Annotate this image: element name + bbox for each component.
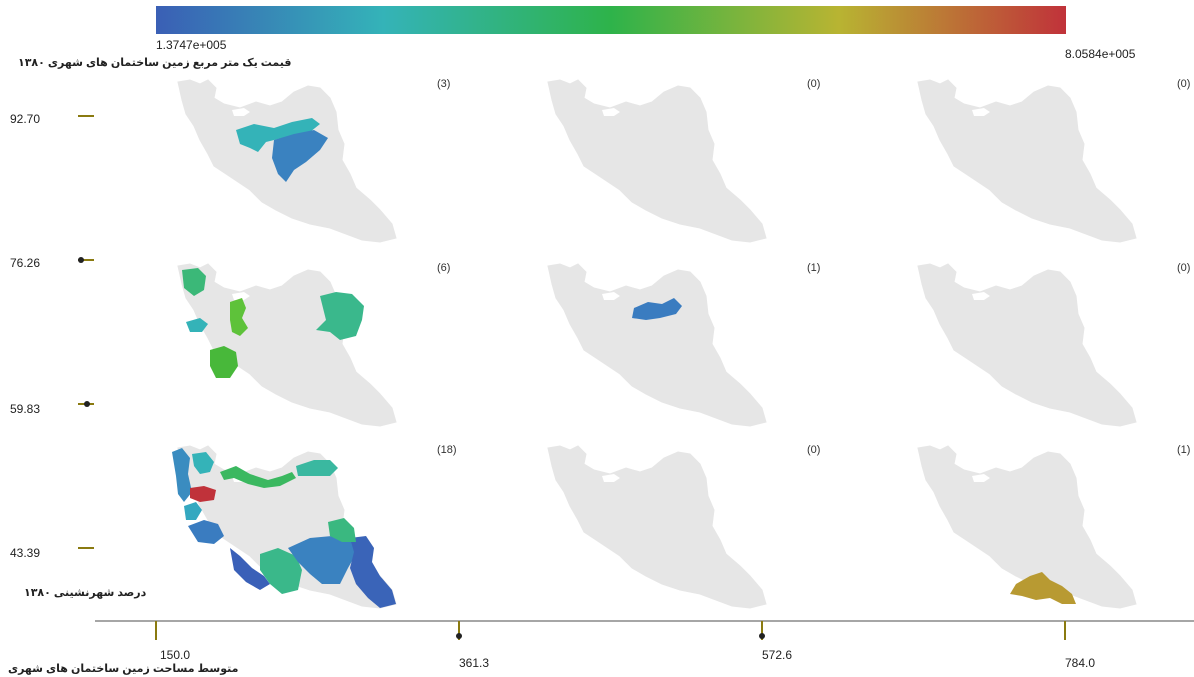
map-svg <box>547 445 767 609</box>
region-markazi-small <box>230 298 248 336</box>
region-east-azarbaijan <box>192 452 214 474</box>
map-panel-2-2 <box>910 444 1142 614</box>
map-panel-1-0 <box>170 262 402 432</box>
colorbar <box>156 6 1066 34</box>
iran-outline <box>917 445 1137 609</box>
region-west-azarbaijan <box>172 448 192 502</box>
region-golestan <box>296 460 338 476</box>
panel-count-2-1: (0) <box>807 444 821 456</box>
map-svg <box>547 79 767 243</box>
legend-title: قیمت یک متر مربع زمین ساختمان های شهری ۱… <box>18 57 292 69</box>
map-svg <box>917 263 1137 427</box>
iran-outline <box>917 79 1137 243</box>
map-svg <box>547 263 767 427</box>
y-tick-1 <box>78 257 94 263</box>
panel-count-2-2: (1) <box>1177 444 1191 456</box>
panel-count-2-0: (18) <box>437 444 457 456</box>
region-sistan <box>350 536 396 608</box>
panel-count-0-2: (0) <box>1177 78 1191 90</box>
map-panel-2-1 <box>540 444 772 614</box>
map-panel-0-1 <box>540 78 772 248</box>
region-semnan <box>632 298 682 320</box>
x-tick-1 <box>456 621 462 640</box>
iran-outline <box>177 263 397 427</box>
iran-outline <box>547 79 767 243</box>
lake-urmia <box>232 292 250 300</box>
region-kordestan <box>186 318 208 332</box>
map-panel-2-0 <box>170 444 402 614</box>
x-axis-title: متوسط مساحت زمین ساختمان های شهری <box>8 663 239 675</box>
region-lorestan <box>210 346 238 378</box>
x-tick-label-2: 572.6 <box>762 648 793 662</box>
x-ticks <box>155 621 1066 640</box>
panel-count-0-1: (0) <box>807 78 821 90</box>
lake-urmia <box>972 108 990 116</box>
y-tick-label-0: 92.70 <box>10 112 41 126</box>
lake-urmia <box>602 474 620 482</box>
panel-count-1-0: (6) <box>437 262 451 274</box>
region-kerman <box>288 536 356 584</box>
region-hamedan <box>184 502 202 520</box>
region-kermanshah <box>188 520 224 544</box>
iran-outline <box>547 445 767 609</box>
map-svg <box>177 263 397 427</box>
region-khorasan-razavi <box>316 292 364 340</box>
region-ardabil <box>182 268 206 296</box>
region-north-belt <box>236 118 320 152</box>
lake-urmia <box>232 108 250 116</box>
y-ticks <box>78 115 94 549</box>
lake-urmia <box>972 292 990 300</box>
map-svg <box>172 445 397 609</box>
panel-count-0-0: (3) <box>437 78 451 90</box>
colorbar-max-label: 8.0584e+005 <box>1065 47 1136 61</box>
lake-urmia <box>602 292 620 300</box>
y-tick-label-3: 43.39 <box>10 546 41 560</box>
colorbar-min-label: 1.3747e+005 <box>156 38 227 52</box>
map-svg <box>177 79 397 243</box>
lake-urmia <box>972 474 990 482</box>
panel-count-1-2: (0) <box>1177 262 1191 274</box>
region-fars <box>260 548 302 594</box>
iran-outline <box>917 263 1137 427</box>
x-tick-label-0: 150.0 <box>160 648 191 662</box>
map-panel-0-2 <box>910 78 1142 248</box>
y-axis-title: درصد شهرنشینی ۱۳۸۰ <box>24 587 147 599</box>
region-khuzestan <box>230 548 270 590</box>
region-zanjan <box>190 486 216 502</box>
x-tick-label-1: 361.3 <box>459 656 490 670</box>
lake-urmia <box>602 108 620 116</box>
map-panel-0-0 <box>170 78 402 248</box>
y-tick-2 <box>78 401 94 407</box>
region-hormozgan <box>1010 572 1076 604</box>
y-tick-label-2: 59.83 <box>10 402 41 416</box>
x-tick-label-3: 784.0 <box>1065 656 1096 670</box>
map-svg <box>917 445 1137 609</box>
x-tick-2 <box>759 621 765 640</box>
map-panel-1-2 <box>910 262 1142 432</box>
region-tehran-qom <box>272 130 328 182</box>
region-south-khorasan <box>328 518 356 542</box>
y-tick-label-1: 76.26 <box>10 256 41 270</box>
panel-count-1-1: (1) <box>807 262 821 274</box>
iran-outline <box>547 263 767 427</box>
map-panel-1-1 <box>540 262 772 432</box>
map-svg <box>917 79 1137 243</box>
region-gilan-mazandaran <box>220 466 296 488</box>
